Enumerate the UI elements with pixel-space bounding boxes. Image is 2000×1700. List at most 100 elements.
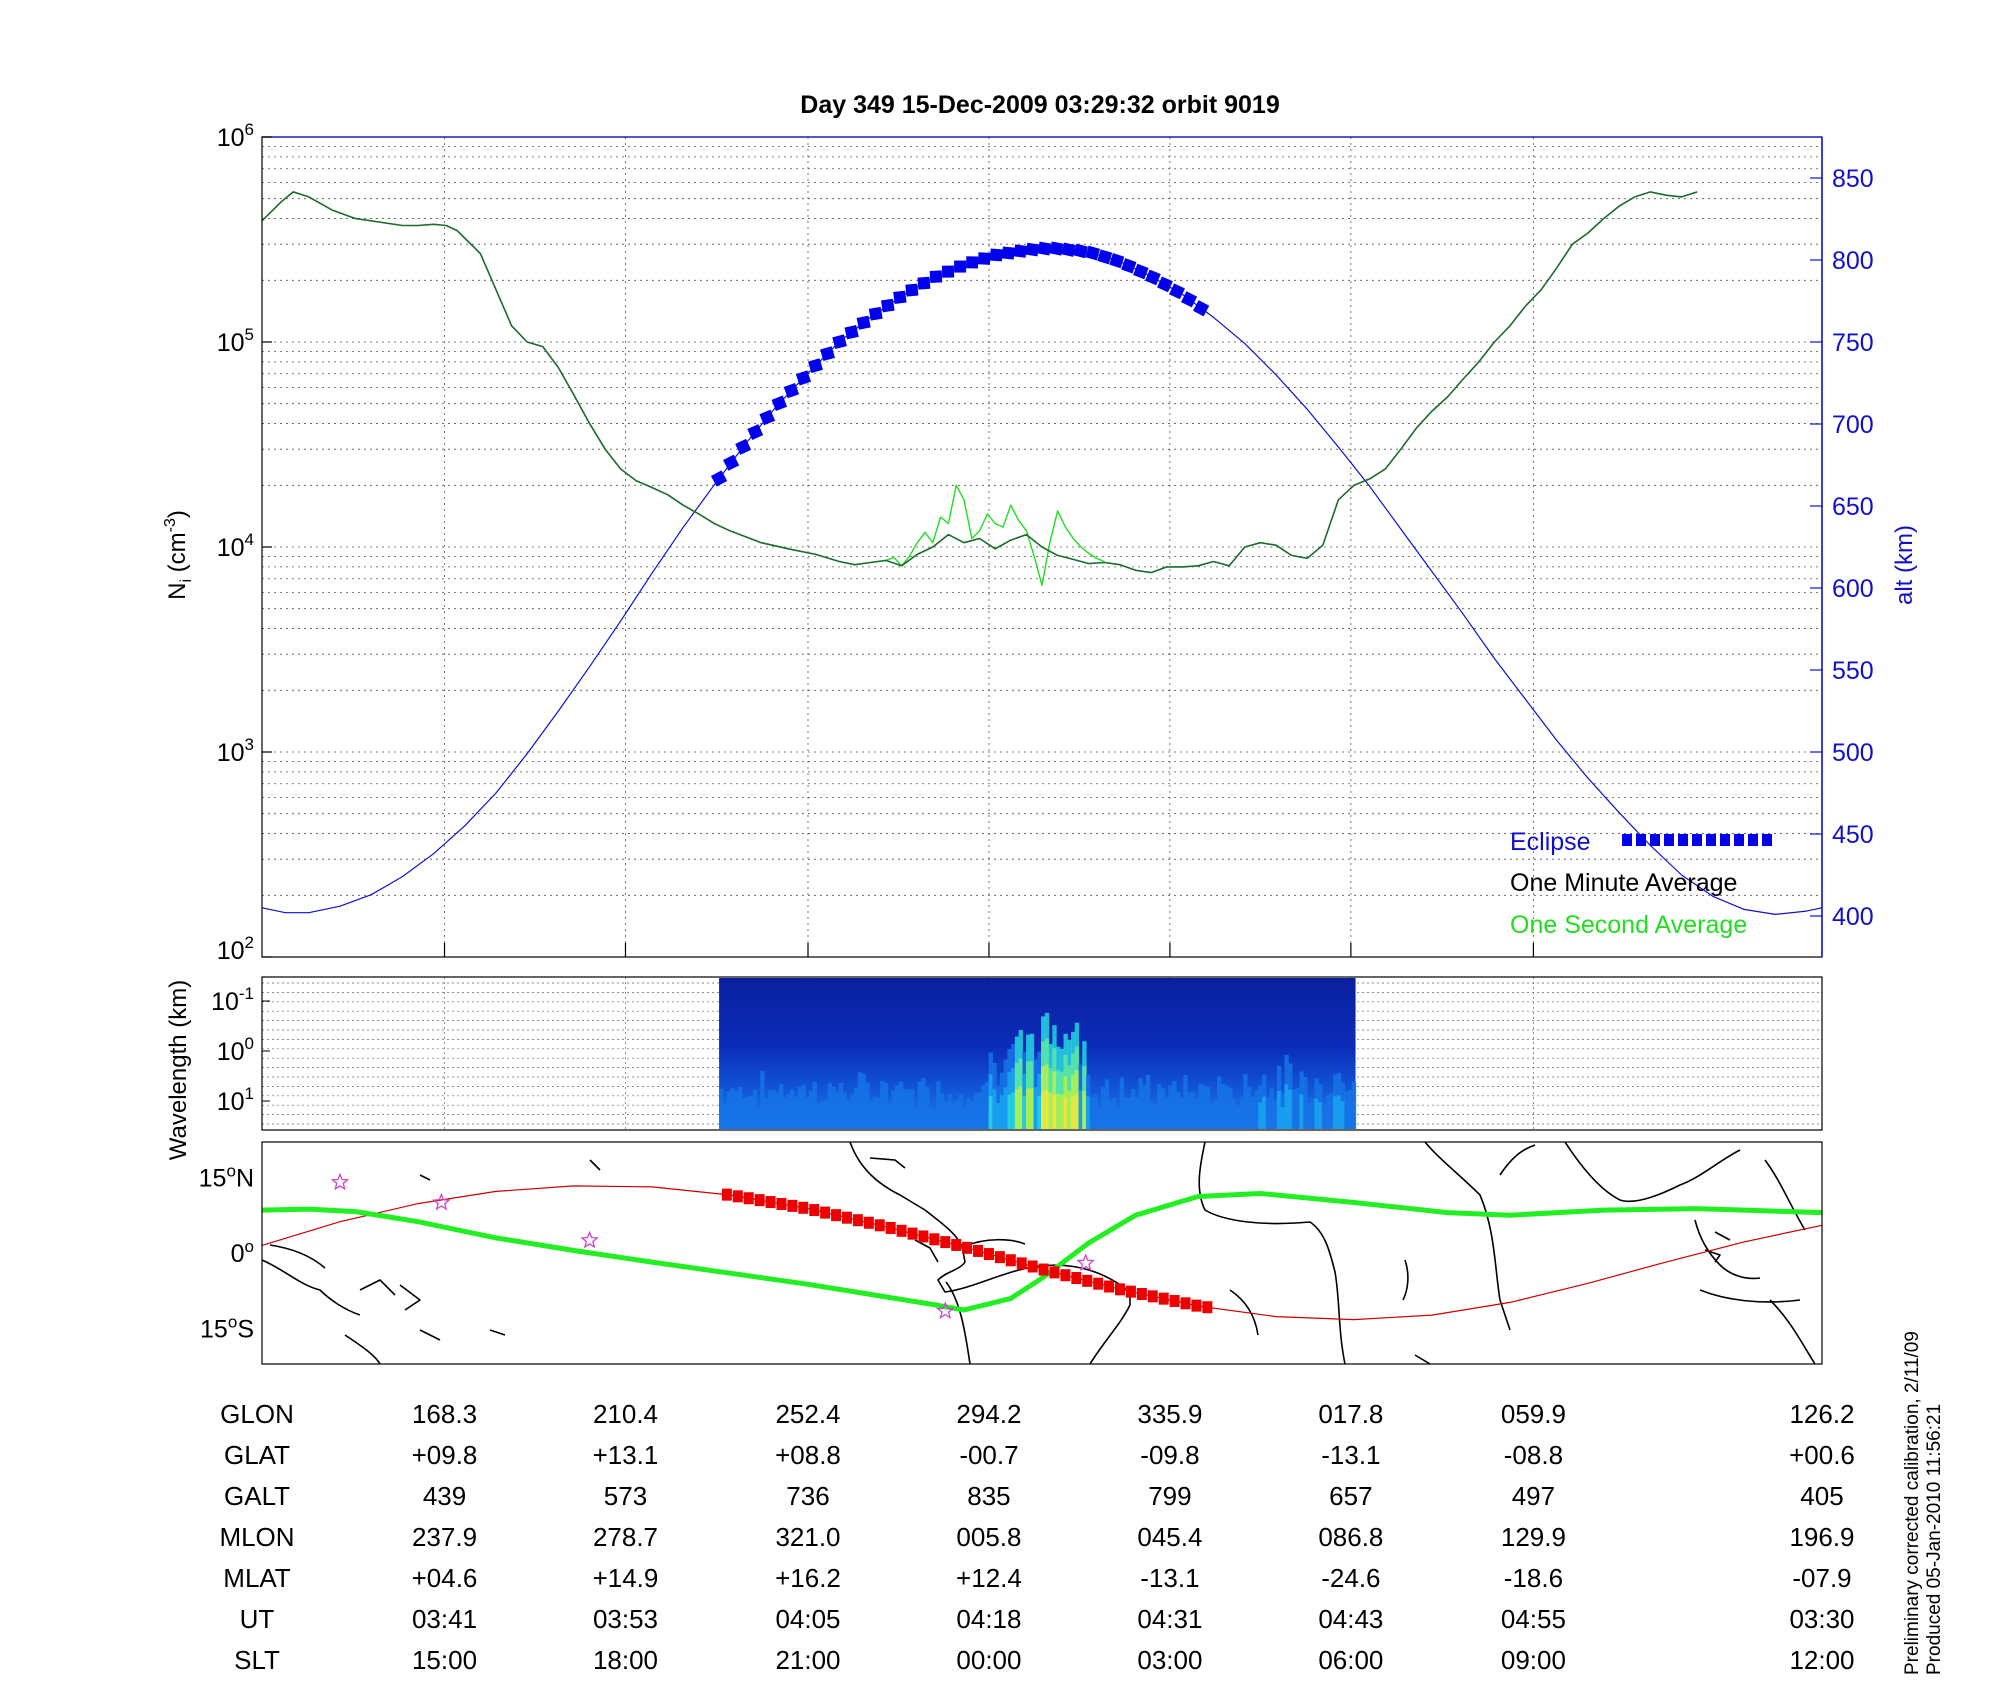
spectrogram-y-tick-label: 101 <box>217 1084 254 1116</box>
spectrogram-column <box>1145 1074 1151 1129</box>
position-star-marker <box>580 1230 599 1249</box>
ephemeris-row-label: SLT <box>234 1645 280 1675</box>
ground-track-eclipse-marker <box>1060 1269 1071 1282</box>
ground-track-eclipse-marker <box>929 1233 940 1246</box>
spectrogram-column <box>1089 1097 1095 1129</box>
spectrogram-column <box>928 1107 934 1129</box>
spectrogram-column <box>797 1086 803 1129</box>
ephemeris-cell: 799 <box>1148 1481 1191 1511</box>
eclipse-marker <box>856 315 871 330</box>
eclipse-marker <box>1169 283 1186 300</box>
ephemeris-cell: 196.9 <box>1789 1522 1854 1552</box>
spectrogram-column <box>850 1095 855 1129</box>
spectrogram-column <box>1276 1091 1282 1129</box>
ground-track-eclipse-marker <box>820 1206 831 1219</box>
spectrogram-column <box>1261 1096 1267 1129</box>
altitude-tick-label: 800 <box>1832 247 1874 275</box>
ground-track-eclipse-marker <box>1104 1280 1115 1293</box>
altitude-axis-label: alt (km) <box>1891 525 1918 605</box>
ephemeris-cell: +16.2 <box>775 1563 841 1593</box>
spectrogram-column <box>936 1081 941 1129</box>
ground-track-eclipse-marker <box>743 1192 754 1205</box>
spectrogram-column <box>1018 1086 1023 1129</box>
spectrogram-column <box>1014 1089 1020 1129</box>
spectrogram-column <box>876 1097 881 1129</box>
spectrogram-column <box>1157 1084 1162 1129</box>
ephemeris-cell: 210.4 <box>593 1399 658 1429</box>
spectrogram-column <box>730 1088 735 1129</box>
spectrogram-column <box>1108 1099 1113 1129</box>
spectrogram-column <box>1112 1097 1117 1129</box>
spectrogram-column <box>1044 1090 1050 1129</box>
ephemeris-cell: 086.8 <box>1318 1522 1383 1552</box>
spectrogram-column <box>977 1092 982 1129</box>
spectrogram-column <box>1149 1102 1154 1129</box>
spectrogram-column <box>1232 1099 1237 1129</box>
coastline <box>945 1281 971 1365</box>
eclipse-marker <box>1145 269 1161 286</box>
ephemeris-table: GLON 168.3 210.4 252.4 294.2 335.9 017.8 059.9 1… <box>219 1399 1854 1675</box>
ground-track-eclipse-marker <box>1071 1272 1082 1285</box>
ephemeris-cell: 03:41 <box>412 1604 477 1634</box>
ground-track-eclipse-marker <box>994 1251 1005 1264</box>
ground-track-eclipse-marker <box>896 1224 907 1237</box>
eclipse-marker <box>832 334 847 349</box>
density-y-tick-label: 106 <box>217 120 254 152</box>
spectrogram-column <box>1172 1080 1177 1129</box>
ground-track-eclipse-marker <box>962 1241 973 1254</box>
spectrogram-column <box>1007 1094 1012 1129</box>
eclipse-marker <box>747 424 764 440</box>
ephemeris-cell: +04.6 <box>412 1563 478 1593</box>
spectrogram-column <box>808 1090 814 1129</box>
ephemeris-cell: 04:31 <box>1137 1604 1202 1634</box>
coastline <box>1694 1219 1761 1280</box>
ephemeris-cell: 237.9 <box>412 1522 477 1552</box>
legend-eclipse-marker <box>1706 834 1716 846</box>
eclipse-marker <box>1097 249 1113 265</box>
spectrogram-column <box>1134 1097 1140 1129</box>
spectrogram-column <box>883 1082 889 1129</box>
altitude-tick-label: 700 <box>1832 411 1874 439</box>
ground-track-eclipse-marker <box>1049 1266 1060 1279</box>
ephemeris-cell: -08.8 <box>1504 1440 1563 1470</box>
spectrogram-column <box>1351 1081 1357 1129</box>
legend-eclipse-marker <box>1664 834 1674 846</box>
spectrogram-column <box>1269 1087 1274 1129</box>
spectrogram-column <box>1160 1087 1166 1129</box>
ephemeris-cell: 04:18 <box>956 1604 1021 1634</box>
ephemeris-cell: 497 <box>1512 1481 1555 1511</box>
spectrogram-column <box>1344 1091 1349 1129</box>
map-axes-box <box>261 1141 1823 1365</box>
legend-eclipse-marker <box>1720 834 1730 846</box>
ground-track-eclipse-marker <box>831 1209 842 1222</box>
spectrogram-column <box>764 1098 769 1129</box>
eclipse-marker <box>795 370 812 386</box>
one-second-average-line <box>885 484 1105 587</box>
density-x-ticks <box>443 943 1535 957</box>
spectrogram-column <box>1254 1090 1259 1129</box>
legend-eclipse-marker <box>1692 834 1702 846</box>
ephemeris-cell: 573 <box>604 1481 647 1511</box>
eclipse-marker <box>783 382 800 399</box>
spectrogram-column <box>1265 1097 1271 1129</box>
spectrogram-column <box>910 1089 915 1129</box>
ephemeris-cell: 657 <box>1329 1481 1372 1511</box>
spectrogram-column <box>816 1103 821 1129</box>
spectrogram-column <box>1138 1078 1143 1129</box>
ground-track-eclipse-marker <box>776 1197 787 1210</box>
spectrogram-column <box>1056 1093 1061 1129</box>
spectrogram-column <box>786 1093 791 1129</box>
spectrogram-panel: 10-1 100 101 Wavelength (km) <box>165 976 1823 1160</box>
ground-track-eclipse-marker <box>809 1204 820 1217</box>
spectrogram-column <box>1011 1092 1016 1129</box>
ephemeris-cell: -13.1 <box>1321 1440 1380 1470</box>
spectrogram-column <box>895 1085 900 1129</box>
spectrogram-column <box>752 1089 758 1129</box>
ground-track-eclipse-marker <box>732 1190 743 1203</box>
density-y-tick-label: 105 <box>217 325 254 357</box>
ephemeris-cell: 059.9 <box>1501 1399 1566 1429</box>
coastline <box>1764 1159 1806 1231</box>
spectrogram-column <box>1119 1077 1125 1129</box>
position-star-marker <box>936 1301 955 1319</box>
ground-track-eclipse-marker <box>1016 1257 1027 1270</box>
